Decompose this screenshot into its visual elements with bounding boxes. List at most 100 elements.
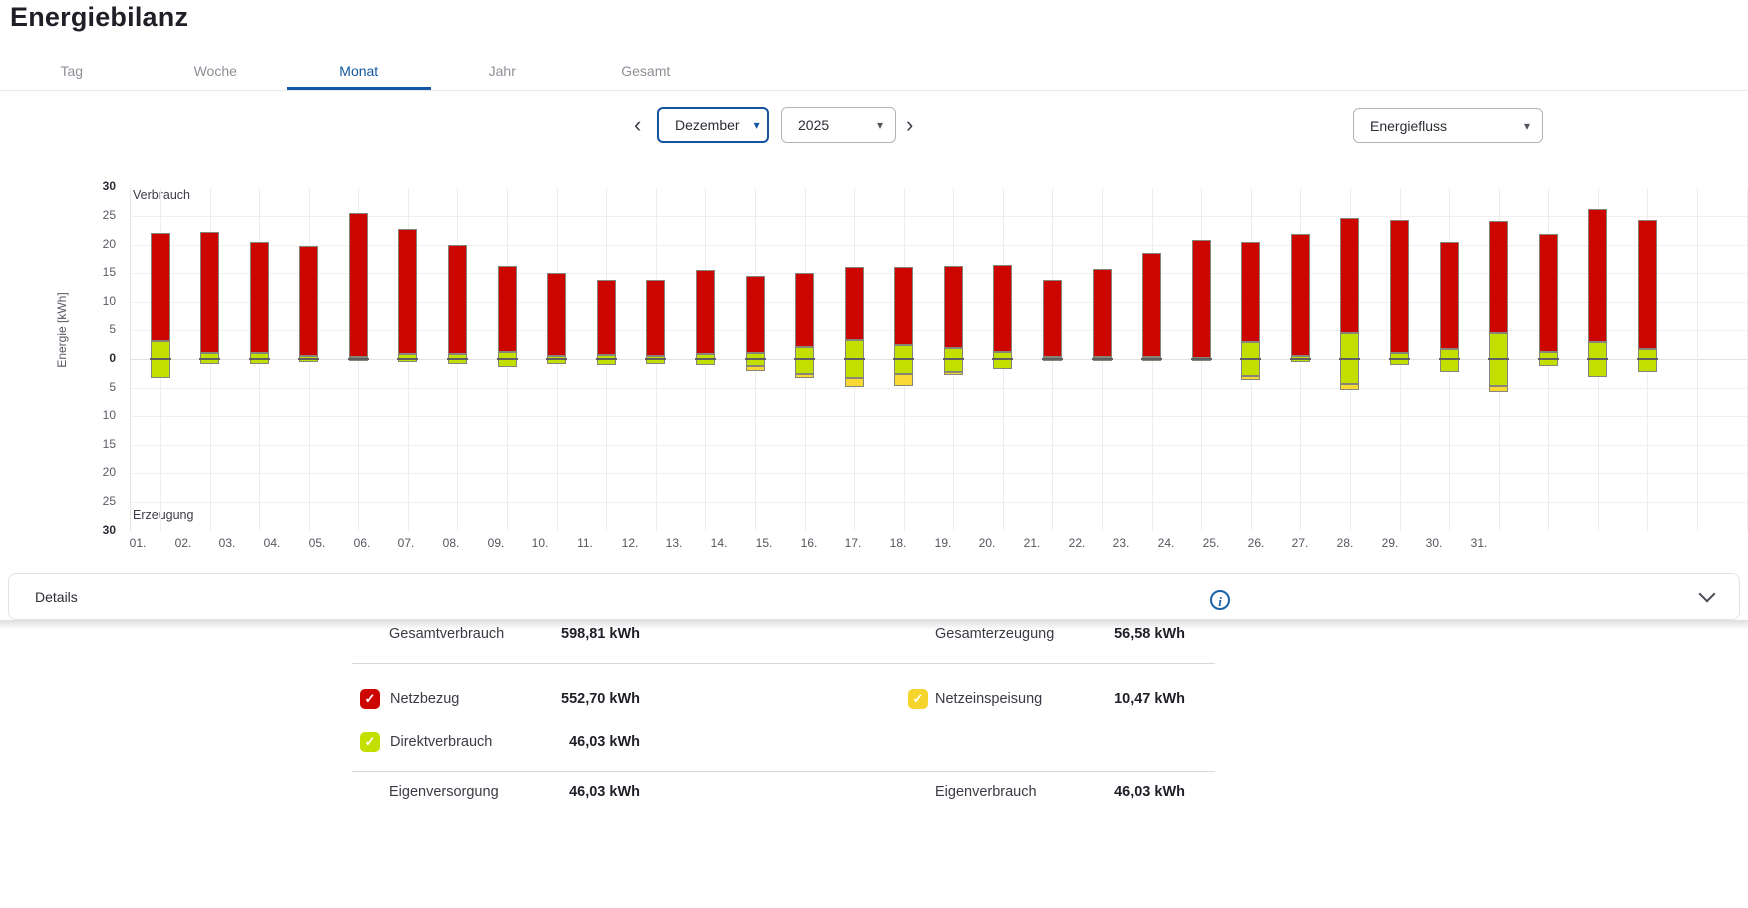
bar-zero-line <box>347 358 369 360</box>
bar-netzbezug[interactable] <box>1489 220 1509 333</box>
bar-netzbezug[interactable] <box>1092 269 1112 358</box>
bar-netzbezug[interactable] <box>150 233 170 342</box>
bar-netzeinspeisung[interactable] <box>1241 376 1261 380</box>
tab-woche[interactable]: Woche <box>193 63 237 79</box>
bar-netzbezug[interactable] <box>1290 233 1310 356</box>
bar-netzbezug[interactable] <box>695 269 715 355</box>
bar-zero-line <box>1488 358 1510 360</box>
bar-netzbezug[interactable] <box>1191 239 1211 358</box>
bar-erzeugung-direkt[interactable] <box>1340 359 1360 385</box>
bar-erzeugung-direkt[interactable] <box>844 359 864 379</box>
tab-tag[interactable]: Tag <box>60 63 84 79</box>
bar-netzbezug[interactable] <box>745 276 765 354</box>
tab-gesamt[interactable]: Gesamt <box>621 63 671 79</box>
bar-erzeugung-direkt[interactable] <box>894 359 914 375</box>
bar-netzbezug[interactable] <box>448 245 467 354</box>
bar-netzbezug[interactable] <box>299 246 319 356</box>
bar-netzbezug[interactable] <box>1588 208 1608 342</box>
bar-direktverbrauch[interactable] <box>844 340 864 359</box>
bar-netzeinspeisung[interactable] <box>1340 384 1360 391</box>
bar-zero-line <box>1389 358 1410 360</box>
bar-netzeinspeisung[interactable] <box>844 378 864 388</box>
bar-zero-line <box>1438 358 1460 360</box>
bar-erzeugung-direkt[interactable] <box>745 359 765 366</box>
bar-netzbezug[interactable] <box>348 212 368 358</box>
bar-netzeinspeisung[interactable] <box>943 372 963 375</box>
bar-zero-line <box>1190 358 1212 360</box>
bar-erzeugung-direkt[interactable] <box>1439 359 1459 372</box>
bar-zero-line <box>1240 358 1262 360</box>
bar-netzbezug[interactable] <box>200 231 220 353</box>
bar-netzbezug[interactable] <box>596 280 616 355</box>
page-title: Energiebilanz <box>10 2 189 32</box>
info-icon[interactable]: i <box>1210 590 1230 610</box>
netzbezug-checkbox[interactable]: ✓ <box>360 689 380 709</box>
netzeinspeisung-checkbox[interactable]: ✓ <box>908 689 928 709</box>
bar-erzeugung-direkt[interactable] <box>1588 359 1608 378</box>
bar-netzbezug[interactable] <box>943 266 963 349</box>
bar-netzeinspeisung[interactable] <box>745 365 765 371</box>
x-tick-label: 01. <box>129 536 147 550</box>
details-label: Details <box>35 588 78 605</box>
bar-erzeugung-direkt[interactable] <box>1538 359 1558 366</box>
x-tick-label: 08. <box>442 536 460 550</box>
bar-erzeugung-direkt[interactable] <box>943 359 963 373</box>
bar-direktverbrauch[interactable] <box>1489 332 1509 359</box>
bar-netzbezug[interactable] <box>993 264 1013 352</box>
bar-netzbezug[interactable] <box>844 267 864 341</box>
bar-direktverbrauch[interactable] <box>894 344 914 359</box>
v-gridline <box>1697 188 1698 531</box>
divider <box>352 771 1215 772</box>
year-select-value: 2025 <box>798 117 830 133</box>
bar-netzbezug[interactable] <box>1538 233 1558 353</box>
bar-erzeugung-direkt[interactable] <box>795 359 814 374</box>
prev-month-button[interactable]: ‹ <box>634 112 642 137</box>
eigenverbrauch-value: 46,03 kWh <box>1114 784 1185 800</box>
bar-netzeinspeisung[interactable] <box>1489 385 1509 393</box>
bar-direktverbrauch[interactable] <box>1588 341 1608 359</box>
bar-direktverbrauch[interactable] <box>1340 333 1360 359</box>
x-tick-label: 25. <box>1202 536 1220 550</box>
bar-erzeugung-direkt[interactable] <box>497 359 517 367</box>
bar-netzbezug[interactable] <box>547 273 567 357</box>
x-tick-label: 04. <box>263 536 281 550</box>
eigenversorgung-value: 46,03 kWh <box>569 784 640 800</box>
bar-netzbezug[interactable] <box>497 265 517 353</box>
bar-erzeugung-direkt[interactable] <box>1489 359 1509 386</box>
bar-erzeugung-direkt[interactable] <box>1637 359 1657 372</box>
y-tick-label: 25 <box>102 208 116 223</box>
bar-netzbezug[interactable] <box>1439 241 1459 349</box>
tab-jahr[interactable]: Jahr <box>488 63 516 79</box>
bar-netzbezug[interactable] <box>249 242 269 354</box>
bar-netzbezug[interactable] <box>894 267 914 345</box>
x-tick-label: 26. <box>1247 536 1265 550</box>
bar-netzbezug[interactable] <box>398 229 418 355</box>
bar-netzeinspeisung[interactable] <box>894 374 914 386</box>
bar-netzbezug[interactable] <box>1042 280 1062 358</box>
x-tick-label: 10. <box>531 536 549 550</box>
bar-netzbezug[interactable] <box>795 272 814 347</box>
bar-netzbezug[interactable] <box>1241 241 1261 342</box>
x-tick-label: 24. <box>1157 536 1175 550</box>
details-accordion[interactable]: Details <box>8 573 1740 620</box>
bar-direktverbrauch[interactable] <box>150 341 170 359</box>
bar-erzeugung-direkt[interactable] <box>150 359 170 378</box>
bar-netzbezug[interactable] <box>1390 219 1409 354</box>
bar-netzbezug[interactable] <box>646 280 666 356</box>
month-select[interactable]: Dezember ▾ <box>657 107 769 143</box>
direktverbrauch-checkbox[interactable]: ✓ <box>360 732 380 752</box>
bar-netzbezug[interactable] <box>1142 252 1162 358</box>
h-gridline <box>130 273 1748 275</box>
next-month-button[interactable]: › <box>906 112 914 137</box>
year-select[interactable]: 2025 ▾ <box>781 107 896 143</box>
bar-erzeugung-direkt[interactable] <box>1241 359 1261 377</box>
bar-direktverbrauch[interactable] <box>1241 341 1261 359</box>
bar-netzbezug[interactable] <box>1637 219 1657 349</box>
tab-monat[interactable]: Monat <box>287 54 431 90</box>
bar-erzeugung-direkt[interactable] <box>993 359 1013 370</box>
energiefluss-select[interactable]: Energiefluss ▾ <box>1353 108 1543 143</box>
bar-zero-line <box>1289 358 1311 360</box>
bar-netzbezug[interactable] <box>1340 218 1360 334</box>
bar-zero-line <box>794 358 815 360</box>
bar-netzeinspeisung[interactable] <box>795 373 814 378</box>
